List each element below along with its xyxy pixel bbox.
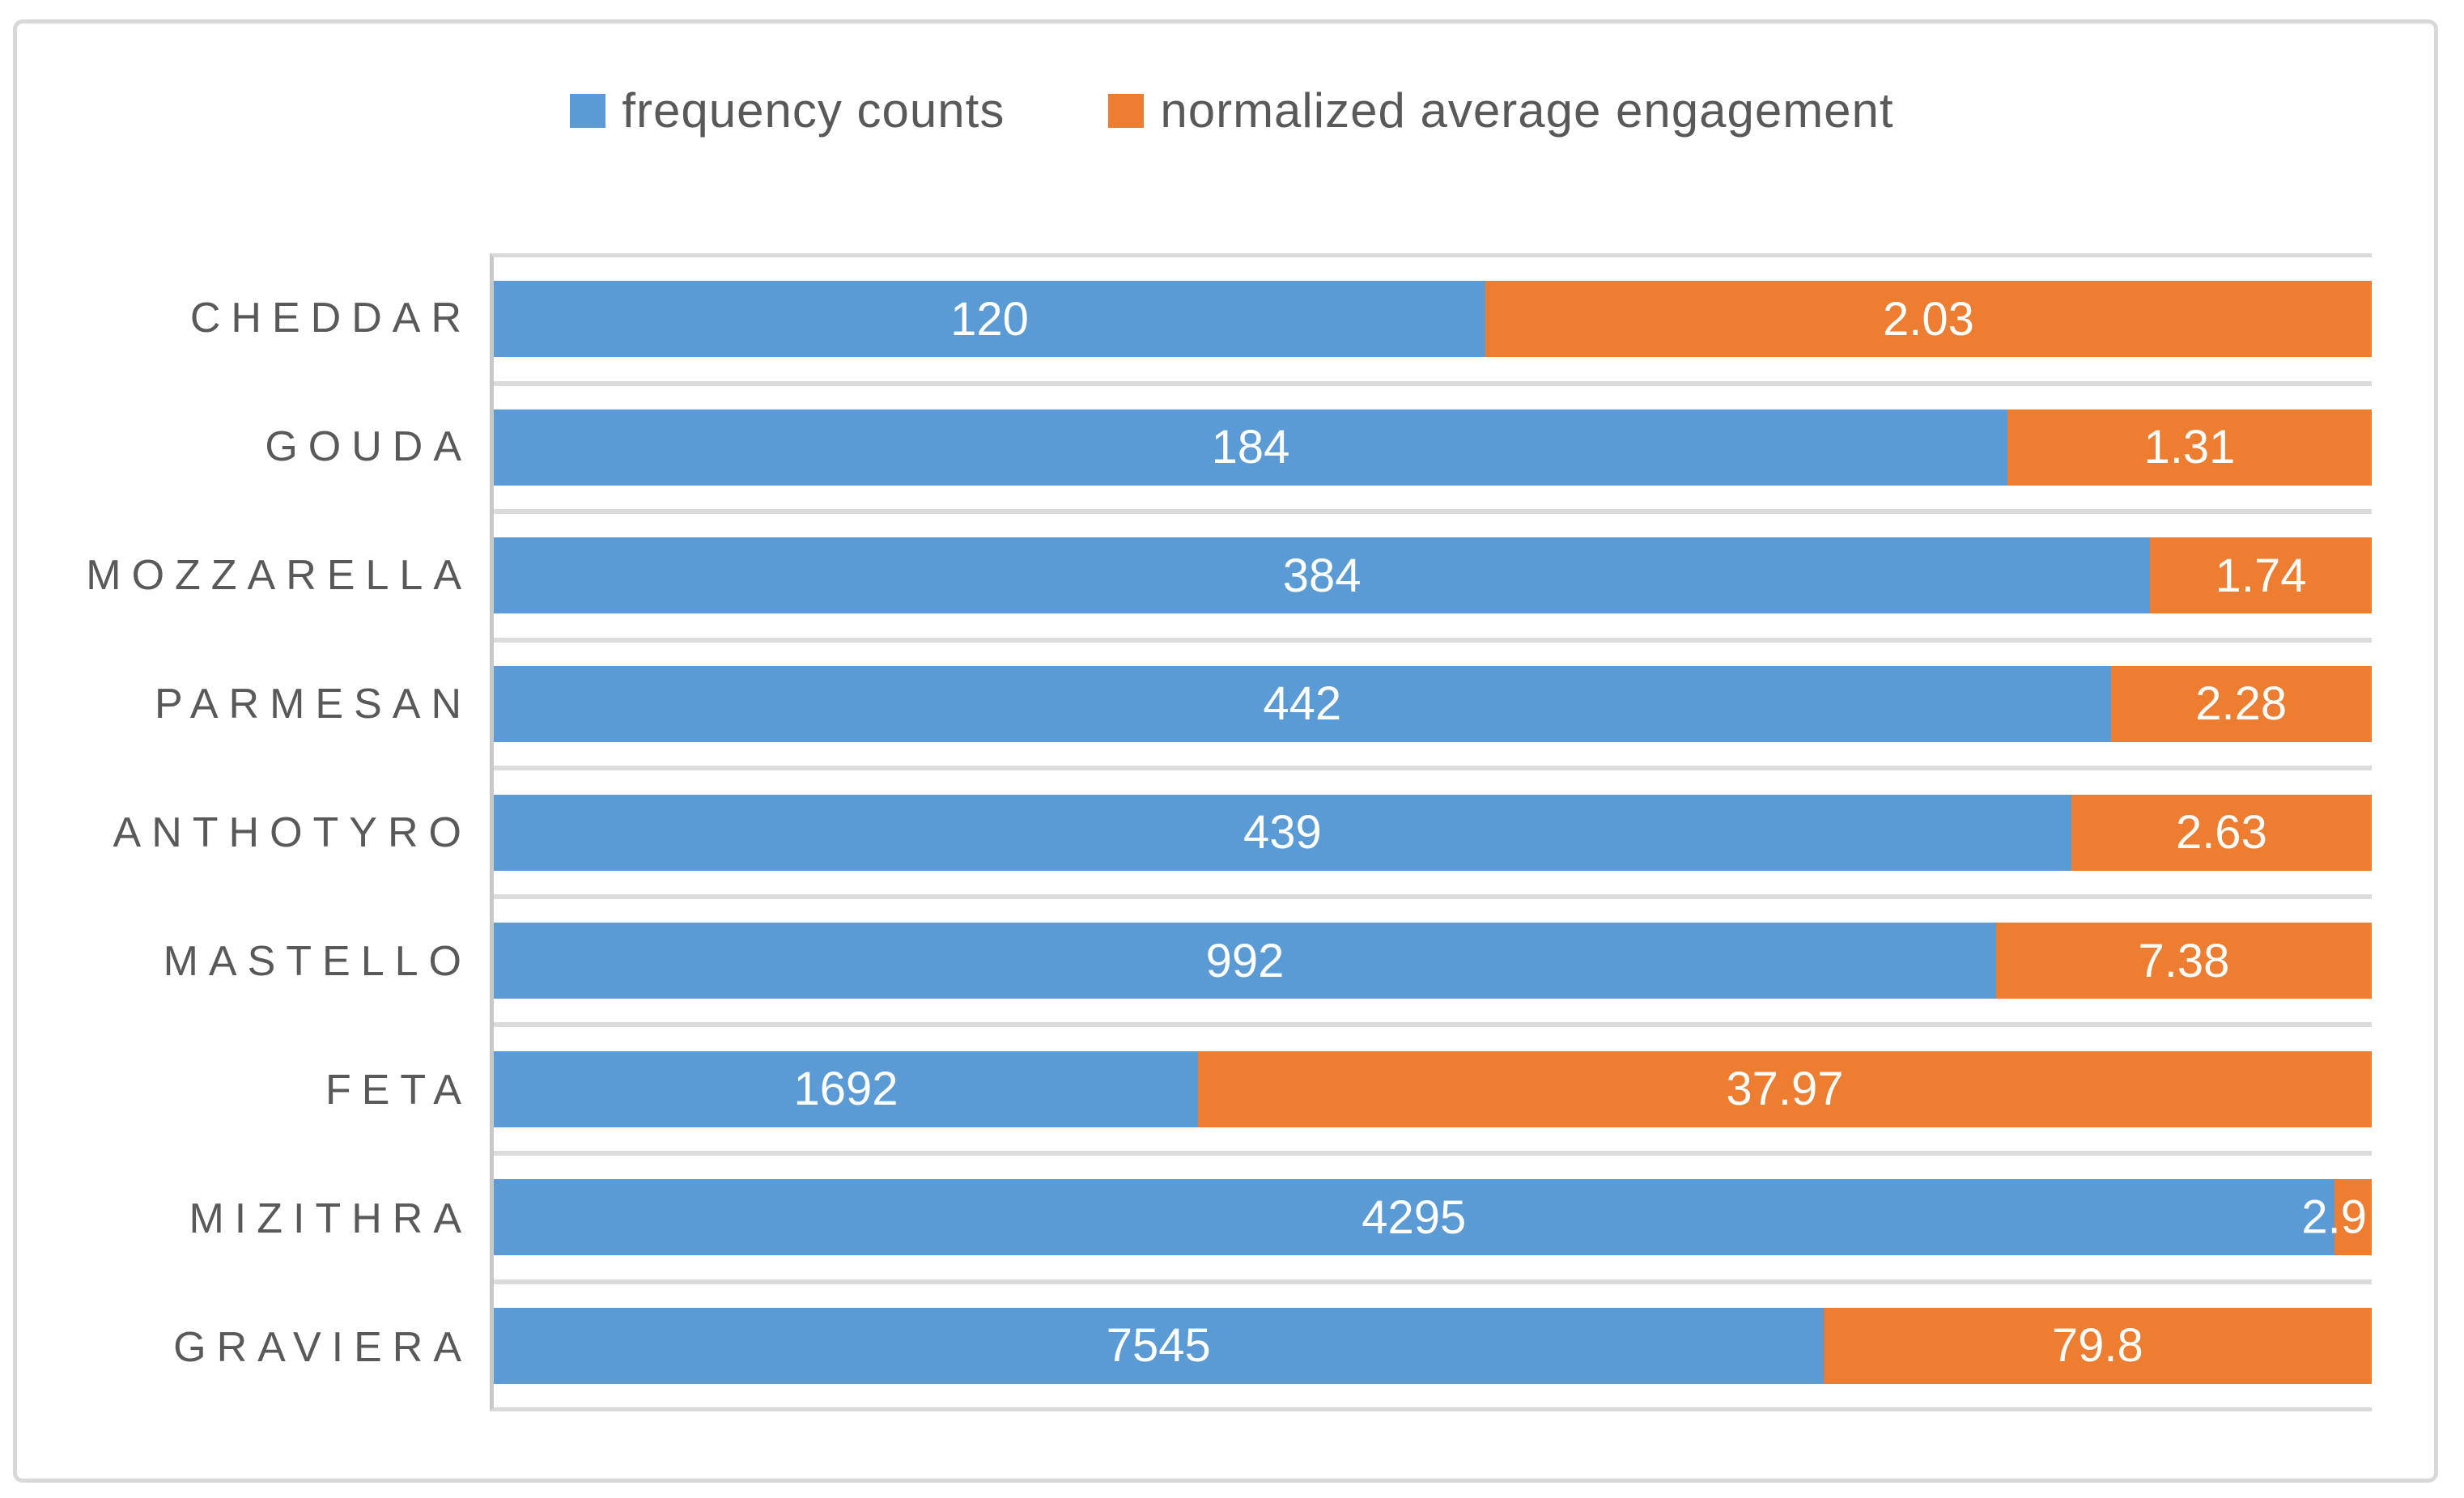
bar-segment-engagement: 2.03	[1485, 281, 2372, 358]
bar-segment-engagement: 2.63	[2071, 794, 2372, 871]
bar-segment-frequency: 4295	[494, 1179, 2334, 1256]
engagement-value-label: 7.38	[2138, 934, 2230, 987]
frequency-value-label: 120	[950, 292, 1029, 346]
bar-segment-engagement: 37.97	[1198, 1050, 2372, 1127]
category-label: CHEDDAR	[189, 294, 472, 342]
engagement-value-label: 2.03	[1883, 292, 1974, 346]
category-label: PARMESAN	[155, 680, 472, 728]
legend-swatch-orange-icon	[1108, 93, 1145, 128]
bar-segment-engagement: 7.38	[1996, 923, 2372, 999]
engagement-value-label: 2.28	[2195, 677, 2288, 731]
engagement-value-label: 1.74	[2215, 549, 2307, 602]
bar-segment-frequency: 1692	[494, 1050, 1198, 1127]
bar-segment-engagement: 1.74	[2150, 537, 2372, 614]
engagement-value-label: 37.97	[1726, 1063, 1844, 1116]
frequency-value-label: 7545	[1106, 1319, 1211, 1373]
chart-row: 7545 79.8	[494, 1284, 2372, 1408]
category-label: FETA	[325, 1066, 472, 1114]
category-label: GOUDA	[265, 422, 472, 470]
stacked-bar: 439 2.63	[494, 794, 2372, 871]
bar-segment-frequency: 120	[494, 281, 1485, 358]
category-axis-labels: CHEDDAR GOUDA MOZZARELLA PARMESAN ANTHOTYRO M…	[0, 253, 472, 1411]
engagement-value-label: 79.8	[2051, 1319, 2143, 1373]
chart-row: 442 2.28	[494, 643, 2372, 771]
chart-legend: frequency counts normalized average enga…	[0, 83, 2464, 138]
bar-segment-engagement: 2.9	[2301, 1179, 2372, 1256]
bar-segment-frequency: 992	[494, 923, 1996, 999]
chart-row: 4295 2.9	[494, 1156, 2372, 1284]
bar-segment-frequency: 7545	[494, 1307, 1824, 1384]
chart-row: 992 7.38	[494, 899, 2372, 1028]
chart-row: 439 2.63	[494, 770, 2372, 899]
stacked-bar: 1692 37.97	[494, 1050, 2372, 1127]
chart-row: 1692 37.97	[494, 1027, 2372, 1156]
stacked-bar: 184 1.31	[494, 409, 2372, 486]
bar-segment-engagement: 2.28	[2110, 665, 2372, 742]
engagement-value-label: 2.63	[2175, 806, 2267, 859]
stacked-bar: 384 1.74	[494, 537, 2372, 614]
bar-segment-frequency: 184	[494, 409, 2007, 486]
category-label: ANTHOTYRO	[113, 808, 472, 856]
bar-segment-frequency: 442	[494, 665, 2111, 742]
frequency-value-label: 439	[1243, 806, 1322, 859]
frequency-value-label: 4295	[1362, 1190, 1467, 1244]
bar-segment-engagement: 79.8	[1823, 1307, 2372, 1384]
stacked-bar: 4295 2.9	[494, 1179, 2372, 1256]
engagement-value-label: 2.9	[2301, 1190, 2367, 1244]
frequency-value-label: 992	[1205, 934, 1285, 987]
stacked-bar: 442 2.28	[494, 665, 2372, 742]
stacked-bar: 992 7.38	[494, 923, 2372, 999]
bar-segment-frequency: 384	[494, 537, 2151, 614]
frequency-value-label: 384	[1282, 549, 1362, 602]
legend-item-frequency: frequency counts	[570, 83, 1005, 138]
legend-label: normalized average engagement	[1160, 83, 1894, 138]
chart-row: 384 1.74	[494, 514, 2372, 643]
legend-swatch-blue-icon	[570, 93, 606, 128]
chart-row: 184 1.31	[494, 386, 2372, 515]
legend-item-engagement: normalized average engagement	[1108, 83, 1893, 138]
legend-label: frequency counts	[622, 83, 1005, 138]
frequency-value-label: 442	[1263, 677, 1342, 731]
category-label: MOZZARELLA	[86, 551, 472, 599]
frequency-value-label: 184	[1211, 421, 1290, 474]
category-label: MIZITHRA	[189, 1195, 472, 1242]
stacked-bar: 120 2.03	[494, 281, 2372, 358]
bar-segment-frequency: 439	[494, 794, 2071, 871]
bar-segment-engagement: 1.31	[2007, 409, 2372, 486]
engagement-value-label: 1.31	[2143, 421, 2236, 474]
frequency-value-label: 1692	[793, 1063, 899, 1116]
category-label: MASTELLO	[163, 937, 472, 985]
chart-row: 120 2.03	[494, 257, 2372, 386]
stacked-bar: 7545 79.8	[494, 1307, 2372, 1384]
category-label: GRAVIERA	[173, 1323, 472, 1371]
plot-area: 120 2.03 184 1.31 384 1.74	[490, 253, 2372, 1411]
